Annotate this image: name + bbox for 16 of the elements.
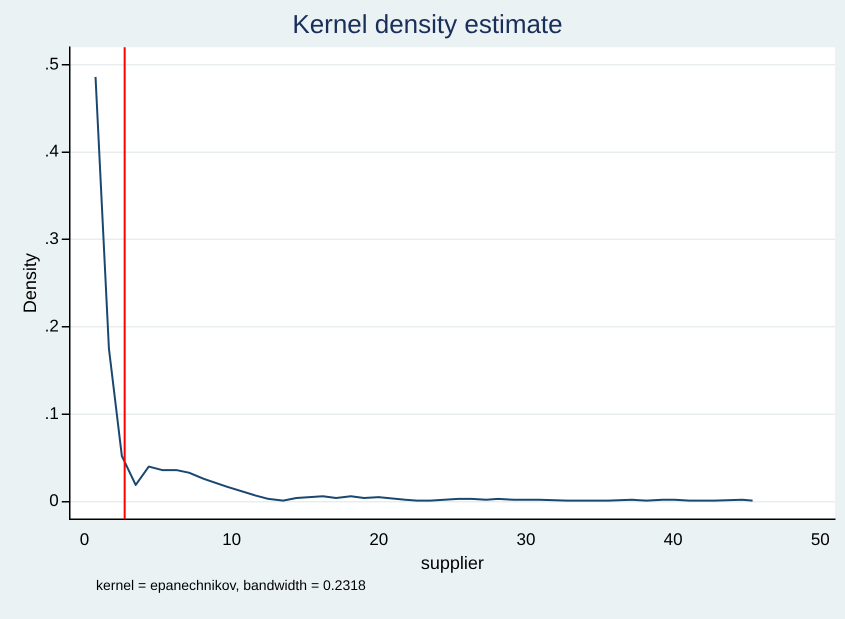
x-axis-title: supplier [420,553,484,574]
y-tick-label: .5 [44,54,59,74]
y-axis-title: Density [20,253,40,314]
y-tick-label: .4 [44,142,59,161]
x-tick-label: 20 [369,530,388,549]
y-tick-label: .1 [44,404,59,423]
x-tick-label: 30 [516,530,536,549]
y-tick-label: .2 [44,316,59,336]
x-tick-label: 50 [810,530,830,549]
y-tick-label: 0 [49,491,59,510]
chart-title: Kernel density estimate [292,8,563,39]
x-tick-label: 0 [80,530,90,549]
x-tick-label: 40 [664,530,683,549]
text: kernel = epanechnikov, bandwidth = 0.2318 [96,577,366,593]
x-tick-label: 10 [222,530,242,549]
y-tick-label: .3 [44,229,59,248]
